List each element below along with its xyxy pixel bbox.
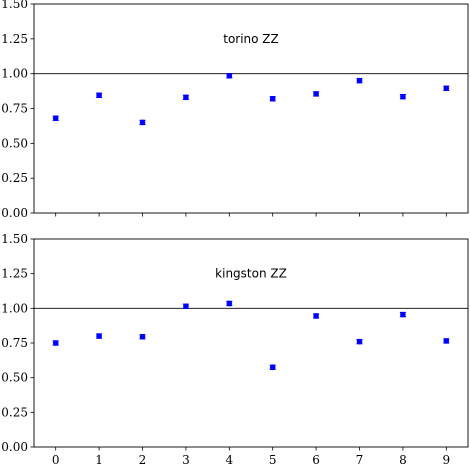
data-point (183, 303, 189, 310)
data-point (443, 338, 450, 344)
y-tick-label: 0.75 (1, 102, 28, 116)
data-point (52, 340, 59, 346)
y-tick-label: 0.00 (1, 206, 28, 220)
y-tick-label: 0.00 (1, 440, 28, 454)
x-tick-label: 7 (356, 453, 364, 467)
x-tick-label: 1 (95, 453, 103, 467)
x-tick-label: 0 (52, 453, 60, 467)
y-tick-label: 1.50 (1, 232, 28, 246)
y-tick-label: 1.25 (1, 32, 28, 46)
data-point (226, 72, 233, 79)
y-tick-label: 0.50 (1, 136, 28, 150)
x-tick-label: 6 (312, 453, 320, 467)
data-point (400, 93, 406, 100)
data-point (52, 115, 59, 122)
plot-frame (33, 238, 469, 448)
data-point (443, 85, 450, 92)
data-point (356, 338, 363, 345)
panel-title: kingston ZZ (215, 267, 287, 281)
x-tick-label: 3 (182, 453, 190, 467)
data-point (269, 95, 276, 102)
y-tick-label: 1.25 (1, 267, 28, 281)
y-tick-label: 0.25 (1, 405, 28, 419)
data-point (96, 92, 102, 99)
data-point (400, 311, 406, 318)
data-point (96, 333, 102, 339)
x-tick-label: 2 (139, 453, 147, 467)
data-point (269, 364, 276, 371)
chart-panel-1: 0.00 0.25 0.50 0.75 1.00 1.25 1.50 0 1 2 3 4 5 6 7 8 9 ki… (1, 232, 469, 467)
x-tick-label: 4 (225, 453, 233, 467)
y-tick-label: 1.00 (1, 301, 28, 315)
data-point (313, 91, 319, 97)
chart-panel-0: 0.00 0.25 0.50 0.75 1.00 1.25 1.50 torino ZZ (1, 0, 469, 220)
x-tick-label: 5 (269, 453, 277, 467)
data-point (313, 313, 319, 319)
y-tick-label: 0.25 (1, 171, 28, 185)
data-point (139, 119, 146, 126)
x-tick-label: 9 (442, 453, 450, 467)
data-point (226, 300, 233, 307)
y-tick-label: 1.00 (1, 67, 28, 81)
y-tick-label: 0.75 (1, 336, 28, 350)
data-point (356, 77, 363, 84)
x-tick-label: 8 (399, 453, 407, 467)
panel-title: torino ZZ (223, 32, 279, 46)
y-tick-label: 1.50 (1, 0, 28, 11)
y-tick-label: 0.50 (1, 371, 28, 385)
data-point (139, 333, 146, 340)
data-point (183, 94, 189, 101)
plot-frame (33, 3, 469, 214)
